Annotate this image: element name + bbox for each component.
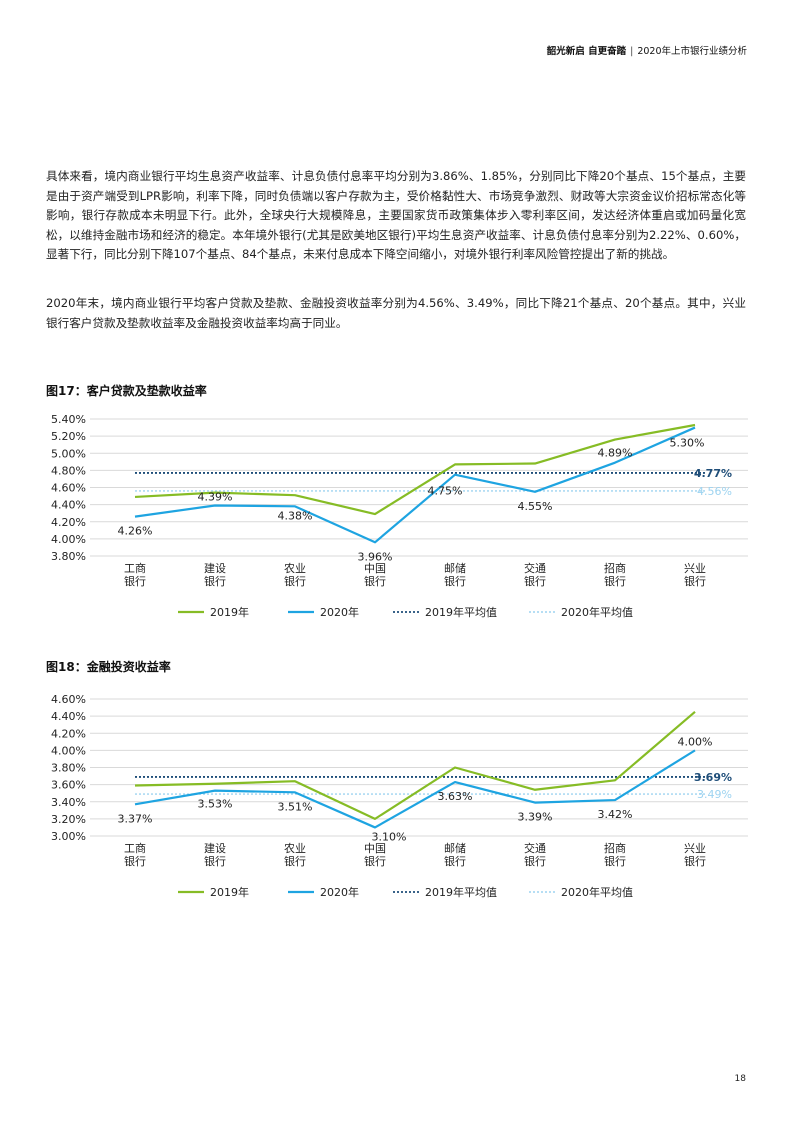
average-label: 4.56% bbox=[697, 485, 732, 498]
data-label: 4.00% bbox=[678, 735, 713, 748]
data-label: 4.38% bbox=[278, 509, 313, 522]
figure-18-chart: 3.00% 3.20% 3.40% 3.60% 3.80% 4.00% 4.20% 4.40%… bbox=[51, 693, 748, 899]
header-slogan: 韶光新启 自更奋踏 bbox=[546, 46, 627, 57]
x-tick-label: 兴业银行 bbox=[684, 842, 706, 868]
data-label: 4.26% bbox=[118, 525, 153, 538]
x-tick-label: 工商银行 bbox=[124, 561, 146, 588]
figure-17-chart: 3.80% 4.00% 4.20% 4.40% 4.60% 4.80% 5.00% 5.20%… bbox=[51, 413, 748, 619]
data-label: 3.63% bbox=[438, 790, 473, 803]
data-label: 4.39% bbox=[198, 490, 233, 503]
y-tick-label: 4.40% bbox=[51, 499, 86, 512]
data-label: 4.75% bbox=[428, 485, 463, 498]
y-tick-label: 5.40% bbox=[51, 413, 86, 426]
x-tick-label: 邮储银行 bbox=[444, 561, 466, 588]
series-line bbox=[134, 423, 696, 516]
data-label: 3.10% bbox=[372, 830, 407, 843]
x-tick-label: 招商银行 bbox=[604, 841, 626, 868]
figure-18-title: 图18：金融投资收益率 bbox=[46, 660, 171, 674]
legend-label: 2019年平均值 bbox=[425, 605, 497, 619]
y-tick-label: 3.80% bbox=[51, 762, 86, 775]
x-tick-label: 兴业银行 bbox=[684, 562, 706, 588]
x-tick-label: 建设银行 bbox=[204, 561, 226, 588]
header-report-title: 2020年上市银行业绩分析 bbox=[637, 46, 747, 57]
x-tick-label: 招商银行 bbox=[604, 561, 626, 588]
running-header: 韶光新启 自更奋踏 | 2020年上市银行业绩分析 bbox=[547, 43, 747, 57]
x-tick-label: 邮储银行 bbox=[444, 841, 466, 868]
legend-label: 2019年平均值 bbox=[425, 885, 497, 899]
x-tick-label: 交通银行 bbox=[524, 841, 546, 868]
series-line bbox=[134, 749, 696, 829]
x-tick-label: 农业银行 bbox=[284, 561, 306, 588]
y-tick-label: 3.00% bbox=[51, 830, 86, 843]
data-label: 3.42% bbox=[598, 808, 633, 821]
average-label: 4.77% bbox=[694, 467, 732, 480]
x-tick-label: 交通银行 bbox=[524, 561, 546, 588]
y-tick-label: 3.80% bbox=[51, 550, 86, 563]
x-tick-label: 中国银行 bbox=[364, 842, 386, 868]
y-tick-label: 5.00% bbox=[51, 447, 86, 460]
y-tick-label: 4.60% bbox=[51, 482, 86, 495]
data-label: 4.89% bbox=[598, 447, 633, 460]
data-label: 3.51% bbox=[278, 800, 313, 813]
legend-label: 2020年平均值 bbox=[561, 605, 633, 619]
series-line bbox=[134, 426, 696, 544]
y-tick-label: 4.60% bbox=[51, 693, 86, 706]
legend-label: 2020年平均值 bbox=[561, 885, 633, 899]
y-tick-label: 3.60% bbox=[51, 779, 86, 792]
data-label: 3.96% bbox=[358, 550, 393, 563]
average-label: 3.69% bbox=[694, 771, 732, 784]
data-label: 3.37% bbox=[118, 812, 153, 825]
y-tick-label: 4.80% bbox=[51, 464, 86, 477]
x-tick-label: 农业银行 bbox=[284, 841, 306, 868]
x-tick-label: 工商银行 bbox=[124, 841, 146, 868]
y-tick-label: 4.00% bbox=[51, 744, 86, 757]
legend-label: 2020年 bbox=[320, 605, 359, 619]
legend-label: 2019年 bbox=[210, 605, 249, 619]
y-tick-label: 5.20% bbox=[51, 430, 86, 443]
data-label: 4.55% bbox=[518, 500, 553, 513]
series-line bbox=[134, 711, 696, 820]
y-tick-label: 4.40% bbox=[51, 710, 86, 723]
x-tick-label: 建设银行 bbox=[204, 841, 226, 868]
legend-label: 2019年 bbox=[210, 885, 249, 899]
legend-label: 2020年 bbox=[320, 885, 359, 899]
figure-17-title: 图17：客户贷款及垫款收益率 bbox=[46, 384, 207, 398]
average-label: 3.49% bbox=[697, 788, 732, 801]
page-number: 18 bbox=[734, 1074, 746, 1084]
data-label: 3.39% bbox=[518, 811, 553, 824]
y-tick-label: 3.20% bbox=[51, 813, 86, 826]
body-paragraph-1: 具体来看，境内商业银行平均生息资产收益率、计息负债付息率平均分别为3.86%、1… bbox=[46, 169, 746, 261]
data-label: 3.53% bbox=[198, 798, 233, 811]
y-tick-label: 3.40% bbox=[51, 796, 86, 809]
x-tick-label: 中国银行 bbox=[364, 562, 386, 588]
y-tick-label: 4.20% bbox=[51, 516, 86, 529]
header-separator: | bbox=[630, 46, 634, 57]
y-tick-label: 4.00% bbox=[51, 533, 86, 546]
data-label: 5.30% bbox=[670, 437, 705, 450]
y-tick-label: 4.20% bbox=[51, 727, 86, 740]
body-paragraph-2: 2020年末，境内商业银行平均客户贷款及垫款、金融投资收益率分别为4.56%、3… bbox=[46, 296, 746, 330]
